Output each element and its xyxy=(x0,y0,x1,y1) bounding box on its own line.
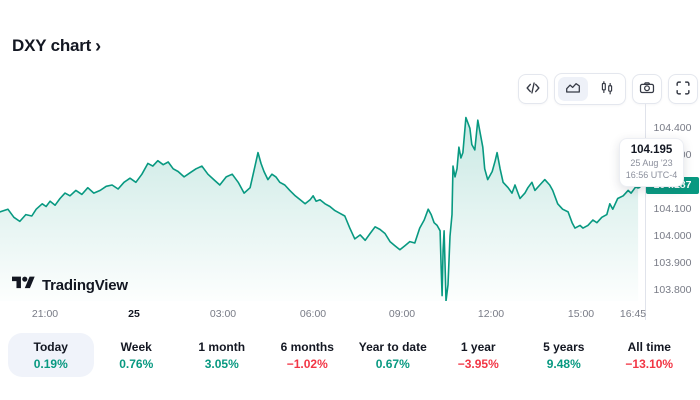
range-change: 9.48% xyxy=(546,356,581,371)
tooltip-price: 104.195 xyxy=(630,144,673,156)
range-button-year-to-date[interactable]: Year to date 0.67% xyxy=(350,333,436,377)
time-axis-label: 15:00 xyxy=(567,308,595,320)
time-axis-label: 12:00 xyxy=(477,308,505,320)
chart-toolbar xyxy=(518,73,698,105)
area-chart-icon xyxy=(564,79,582,100)
embed-code-button[interactable] xyxy=(518,74,548,104)
range-change: −13.10% xyxy=(625,356,674,371)
time-axis-label: 16:45 xyxy=(619,308,647,320)
range-button-6-months[interactable]: 6 months −1.02% xyxy=(265,333,351,377)
range-change: 0.67% xyxy=(375,356,410,371)
fullscreen-icon xyxy=(674,79,692,100)
range-button-week[interactable]: Week 0.76% xyxy=(94,333,180,377)
candlestick-chart-button[interactable] xyxy=(592,77,622,101)
range-button-1-month[interactable]: 1 month 3.05% xyxy=(179,333,265,377)
range-label: Year to date xyxy=(358,339,427,354)
range-button-1-year[interactable]: 1 year −3.95% xyxy=(436,333,522,377)
tooltip-date: 25 Aug '23 xyxy=(630,158,673,168)
range-selector: Today 0.19% Week 0.76% 1 month 3.05% 6 months −… xyxy=(8,333,692,377)
range-change: −1.02% xyxy=(286,356,328,371)
price-axis-label: 104.100 xyxy=(653,203,692,215)
code-icon xyxy=(524,79,542,100)
header: DXY chart › xyxy=(12,36,101,56)
range-label: 1 month xyxy=(198,339,246,354)
range-label: 5 years xyxy=(543,339,585,354)
price-axis-label: 103.800 xyxy=(653,284,692,296)
range-change: 0.19% xyxy=(33,356,68,371)
area-fill xyxy=(0,117,639,301)
time-axis-label: 21:00 xyxy=(31,308,59,320)
time-axis-label: 09:00 xyxy=(388,308,416,320)
price-line xyxy=(0,116,639,301)
range-change: −3.95% xyxy=(457,356,499,371)
price-axis-label: 104.000 xyxy=(653,230,692,242)
area-chart-button[interactable] xyxy=(558,77,588,101)
fullscreen-button[interactable] xyxy=(668,74,698,104)
chevron-right-icon: › xyxy=(95,35,101,56)
tooltip-time: 16:56 UTC-4 xyxy=(625,170,678,180)
price-line-chart[interactable] xyxy=(0,104,645,301)
range-label: Week xyxy=(120,339,152,354)
range-button-5-years[interactable]: 5 years 9.48% xyxy=(521,333,607,377)
price-axis-label: 103.900 xyxy=(653,257,692,269)
range-change: 0.76% xyxy=(119,356,154,371)
tradingview-mark-icon xyxy=(12,274,35,297)
title-text: DXY chart xyxy=(12,36,92,55)
snapshot-button[interactable] xyxy=(632,74,662,104)
time-axis-label: 25 xyxy=(128,308,140,320)
time-axis-label: 03:00 xyxy=(209,308,237,320)
range-label: 1 year xyxy=(460,339,496,354)
time-axis[interactable]: 21:00 25 03:00 06:00 09:00 12:00 15:00 16:45 xyxy=(0,303,647,321)
range-change: 3.05% xyxy=(204,356,239,371)
price-axis-border xyxy=(645,104,646,320)
range-label: 6 months xyxy=(280,339,334,354)
price-tooltip: 104.195 25 Aug '23 16:56 UTC-4 xyxy=(619,138,684,187)
range-button-all-time[interactable]: All time −13.10% xyxy=(607,333,693,377)
range-label: All time xyxy=(627,339,671,354)
candlestick-icon xyxy=(598,79,616,100)
chart-style-toggle xyxy=(554,73,626,105)
price-axis-label: 104.400 xyxy=(653,122,692,134)
tradingview-logo[interactable]: TradingView xyxy=(12,274,128,297)
page-title[interactable]: DXY chart › xyxy=(12,36,101,56)
tradingview-wordmark: TradingView xyxy=(42,277,128,294)
camera-icon xyxy=(638,79,656,100)
range-button-today[interactable]: Today 0.19% xyxy=(8,333,94,377)
range-label: Today xyxy=(33,339,68,354)
time-axis-label: 06:00 xyxy=(299,308,327,320)
